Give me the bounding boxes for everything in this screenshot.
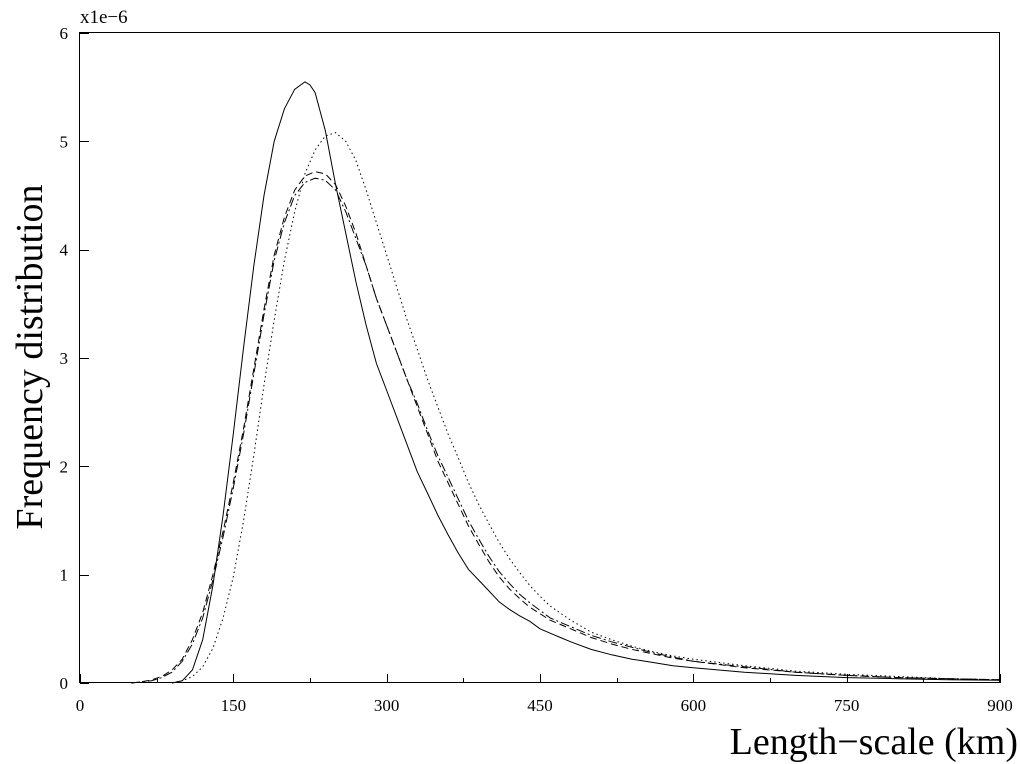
x-tick-label-4: 600 bbox=[681, 696, 707, 715]
series-lines bbox=[131, 81, 1001, 684]
y-tick-label-2: 2 bbox=[60, 457, 69, 476]
x-axis-title: Length−scale (km) bbox=[730, 721, 1018, 763]
x-tick-label-5: 750 bbox=[834, 696, 860, 715]
axis-tick-labels: 0 150 300 450 600 750 900 0 1 2 3 4 5 6 bbox=[60, 24, 1013, 715]
series-line-dashdot bbox=[131, 177, 1001, 684]
y-axis-multiplier-label: x1e−6 bbox=[80, 7, 128, 28]
plot-frame bbox=[79, 32, 1000, 683]
y-axis-title: Frequency distribution bbox=[9, 184, 51, 529]
x-tick-label-2: 300 bbox=[374, 696, 400, 715]
axis-ticks bbox=[80, 33, 1001, 684]
series-line-dashed bbox=[131, 171, 1001, 684]
series-line-dotted bbox=[171, 132, 1001, 684]
y-tick-label-3: 3 bbox=[60, 349, 69, 368]
x-tick-label-3: 450 bbox=[527, 696, 553, 715]
y-tick-label-1: 1 bbox=[60, 566, 69, 585]
y-tick-label-0: 0 bbox=[60, 674, 69, 693]
y-tick-label-5: 5 bbox=[60, 132, 69, 151]
x-tick-label-6: 900 bbox=[987, 696, 1013, 715]
y-tick-label-4: 4 bbox=[60, 241, 69, 260]
series-line-solid bbox=[171, 81, 1001, 684]
x-tick-label-1: 150 bbox=[221, 696, 247, 715]
y-tick-label-6: 6 bbox=[60, 24, 69, 43]
x-tick-label-0: 0 bbox=[76, 696, 85, 715]
